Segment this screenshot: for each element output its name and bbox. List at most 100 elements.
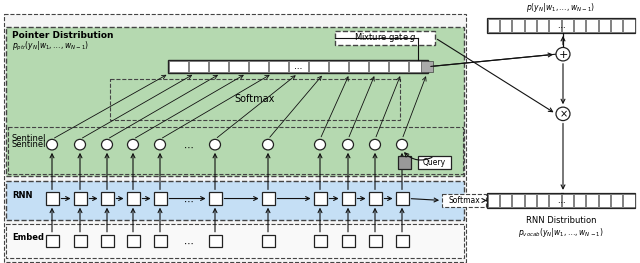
Bar [4, 14, 466, 262]
Bar [537, 19, 548, 32]
Text: $\cdots$: $\cdots$ [293, 62, 303, 71]
Text: $p(y_N|w_1,\ldots,w_{N-1})$: $p(y_N|w_1,\ldots,w_{N-1})$ [526, 1, 596, 14]
Bar [418, 156, 451, 169]
Bar [396, 192, 408, 205]
Circle shape [209, 139, 221, 150]
Bar [623, 194, 634, 207]
Circle shape [556, 107, 570, 120]
Text: Embed: Embed [12, 233, 44, 242]
Bar [398, 156, 411, 169]
Bar [598, 194, 610, 207]
Bar [500, 194, 511, 207]
Bar [611, 194, 622, 207]
Circle shape [262, 139, 273, 150]
Bar [500, 19, 511, 32]
Text: RNN Distribution: RNN Distribution [525, 216, 596, 225]
Text: $+$: $+$ [558, 49, 568, 60]
Circle shape [102, 139, 113, 150]
Circle shape [47, 139, 58, 150]
Bar [525, 194, 536, 207]
Bar [6, 27, 464, 176]
Bar [228, 61, 248, 73]
Bar [388, 61, 408, 73]
Bar [168, 61, 188, 73]
Text: $\cdots$: $\cdots$ [557, 196, 565, 205]
Bar [127, 192, 140, 205]
Bar [314, 192, 326, 205]
Text: Mixture gate $g$: Mixture gate $g$ [353, 31, 417, 44]
Bar [598, 19, 610, 32]
Circle shape [314, 139, 326, 150]
Circle shape [397, 139, 408, 150]
Bar [8, 127, 463, 174]
Text: Pointer Distribution: Pointer Distribution [12, 31, 113, 40]
Bar [349, 61, 367, 73]
Bar [289, 61, 307, 73]
Text: $\cdots$: $\cdots$ [182, 238, 193, 248]
Text: Sentinel: Sentinel [12, 140, 47, 149]
Bar [408, 61, 428, 73]
Bar [369, 192, 381, 205]
Bar [335, 31, 435, 44]
Circle shape [74, 139, 86, 150]
Circle shape [342, 139, 353, 150]
Bar [611, 19, 622, 32]
Text: Softmax: Softmax [235, 94, 275, 104]
Circle shape [154, 139, 166, 150]
Bar [561, 194, 573, 207]
Text: $\cdots$: $\cdots$ [557, 21, 565, 30]
Bar [100, 235, 113, 247]
Bar [100, 192, 113, 205]
Text: Sentinel: Sentinel [12, 134, 47, 143]
Bar [561, 19, 573, 32]
Bar [314, 235, 326, 247]
Bar [269, 61, 287, 73]
Bar [127, 235, 140, 247]
Bar [308, 61, 328, 73]
Circle shape [127, 139, 138, 150]
Bar [6, 181, 464, 220]
Bar [369, 61, 387, 73]
Bar [154, 192, 166, 205]
Bar [512, 19, 524, 32]
Text: $\cdots$: $\cdots$ [182, 196, 193, 206]
Bar [488, 19, 499, 32]
Bar [209, 61, 227, 73]
Bar [586, 194, 598, 207]
Bar [154, 235, 166, 247]
Bar [442, 194, 486, 207]
Bar [74, 192, 86, 205]
Bar [189, 61, 207, 73]
Bar [342, 235, 355, 247]
Bar [74, 235, 86, 247]
Circle shape [556, 47, 570, 61]
Bar [574, 19, 585, 32]
Bar [110, 79, 400, 120]
Bar [369, 235, 381, 247]
Bar [525, 19, 536, 32]
Bar [342, 192, 355, 205]
Bar [328, 61, 348, 73]
Text: Softmax: Softmax [448, 196, 480, 205]
Text: Query: Query [423, 158, 446, 167]
Bar [549, 194, 561, 207]
FancyArrowPatch shape [404, 153, 432, 160]
Bar [209, 235, 221, 247]
Bar [168, 60, 428, 73]
Bar [487, 193, 635, 208]
Bar [420, 61, 433, 73]
Text: $\times$: $\times$ [559, 109, 568, 119]
Text: $\cdots$: $\cdots$ [182, 142, 193, 152]
Bar [623, 19, 634, 32]
Text: $p_{vocab}(y_N|w_1,\ldots,w_{N-1})$: $p_{vocab}(y_N|w_1,\ldots,w_{N-1})$ [518, 226, 604, 239]
Text: RNN: RNN [12, 191, 33, 200]
Bar [586, 19, 598, 32]
Bar [248, 61, 268, 73]
Bar [488, 194, 499, 207]
Bar [396, 235, 408, 247]
Bar [45, 192, 58, 205]
Bar [549, 19, 561, 32]
Bar [209, 192, 221, 205]
Bar [262, 235, 275, 247]
Bar [45, 235, 58, 247]
